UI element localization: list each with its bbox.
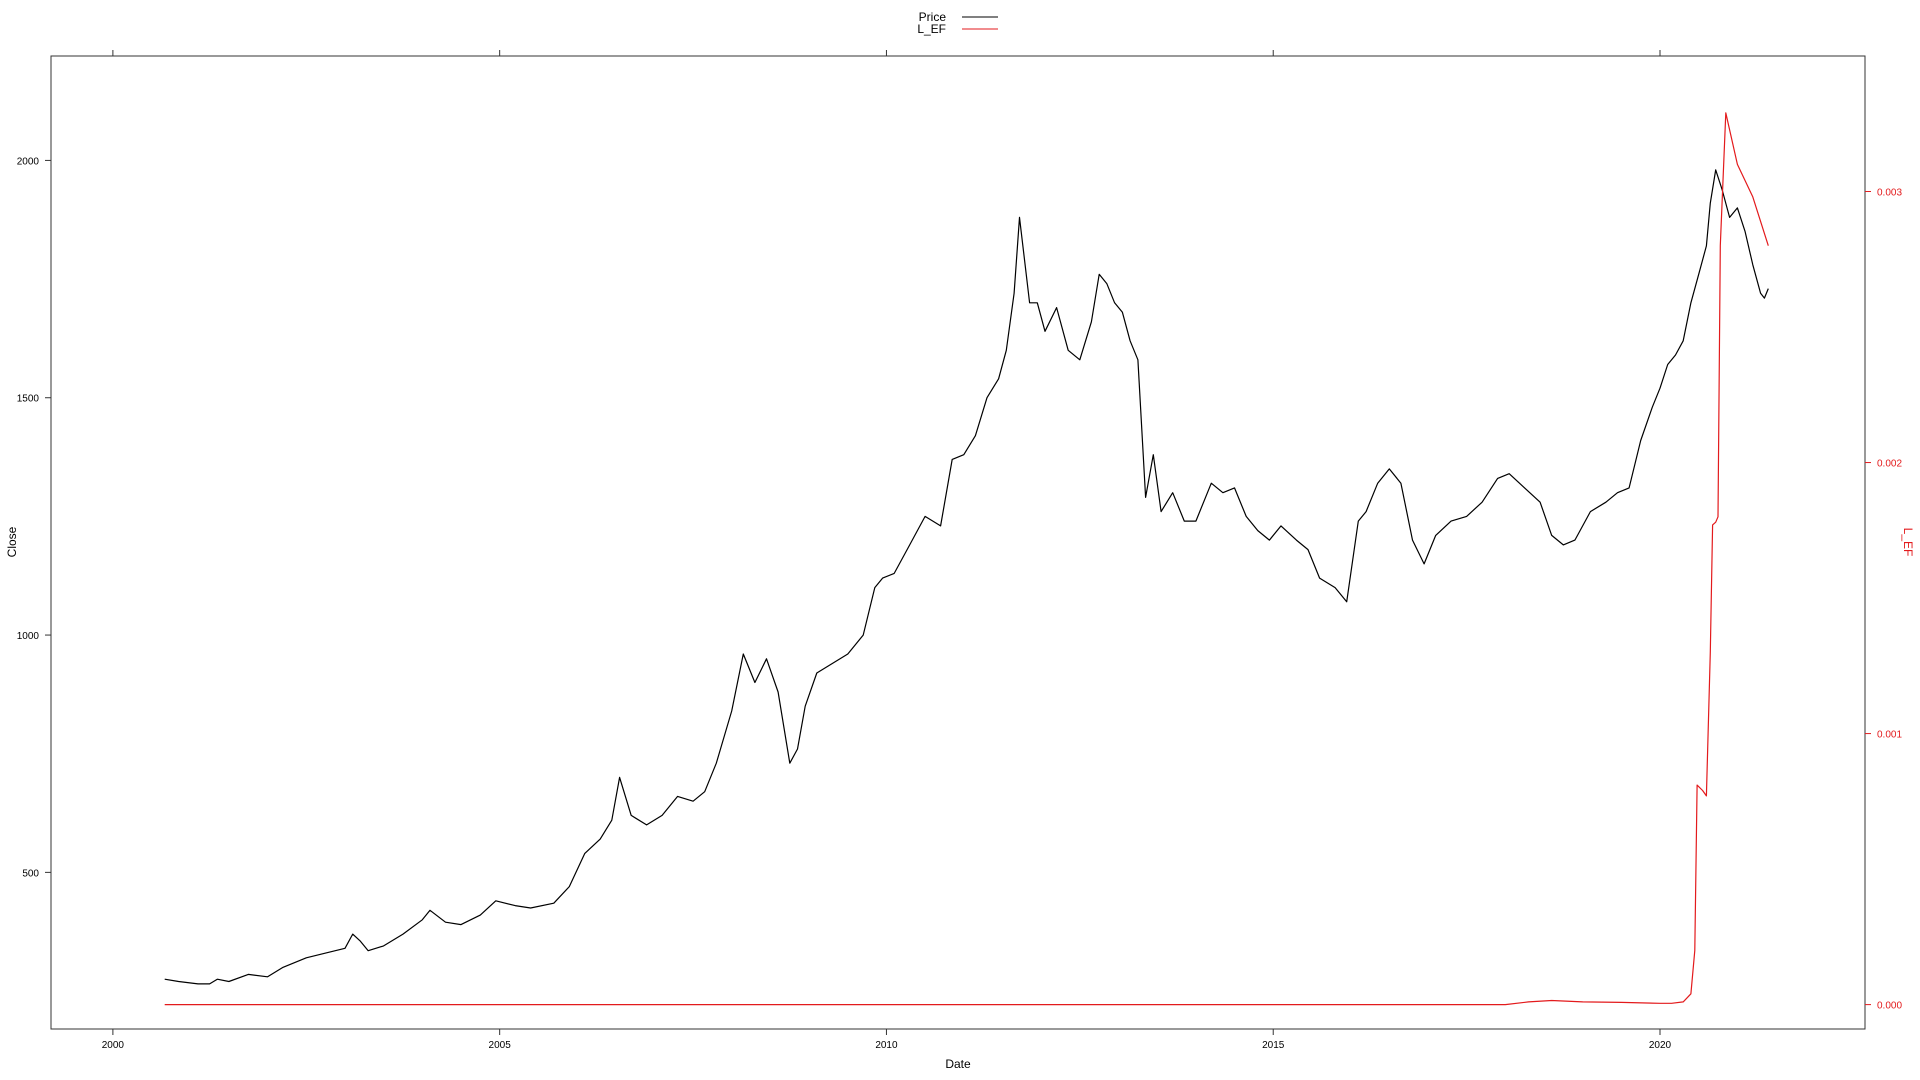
x-axis-title: Date xyxy=(945,1057,971,1071)
legend-label-price: Price xyxy=(919,10,947,24)
y-right-tick-label: 0.000 xyxy=(1877,1001,1902,1012)
x-tick-label: 2000 xyxy=(102,1040,125,1051)
y-axis-title: Close xyxy=(5,526,19,557)
y-axis: 500 1000 1500 2000 xyxy=(17,156,51,879)
y-tick-label: 1000 xyxy=(17,631,40,642)
series-line-price xyxy=(164,169,1769,985)
x-tick-label: 2020 xyxy=(1649,1040,1672,1051)
series-layer xyxy=(164,112,1769,1006)
y-tick-label: 2000 xyxy=(17,156,40,167)
y-right-axis: 0.000 0.001 0.002 0.003 xyxy=(1865,188,1902,1012)
x-tick-label: 2015 xyxy=(1262,1040,1285,1051)
legend: Price L_EF xyxy=(917,10,998,36)
y-right-tick-label: 0.002 xyxy=(1877,459,1902,470)
series-line-l-ef xyxy=(164,112,1769,1006)
plot-frame xyxy=(50,55,1866,1030)
y-right-tick-label: 0.003 xyxy=(1877,188,1902,199)
y-tick-label: 500 xyxy=(22,868,39,879)
legend-label-lef: L_EF xyxy=(917,22,946,36)
x-tick-label: 2005 xyxy=(489,1040,512,1051)
x-axis: 2000 2005 2010 2015 2020 xyxy=(102,50,1672,1051)
y-right-axis-title: L_EF xyxy=(1901,528,1915,557)
x-tick-label: 2010 xyxy=(875,1040,898,1051)
y-tick-label: 1500 xyxy=(17,394,40,405)
y-right-tick-label: 0.001 xyxy=(1877,730,1902,741)
